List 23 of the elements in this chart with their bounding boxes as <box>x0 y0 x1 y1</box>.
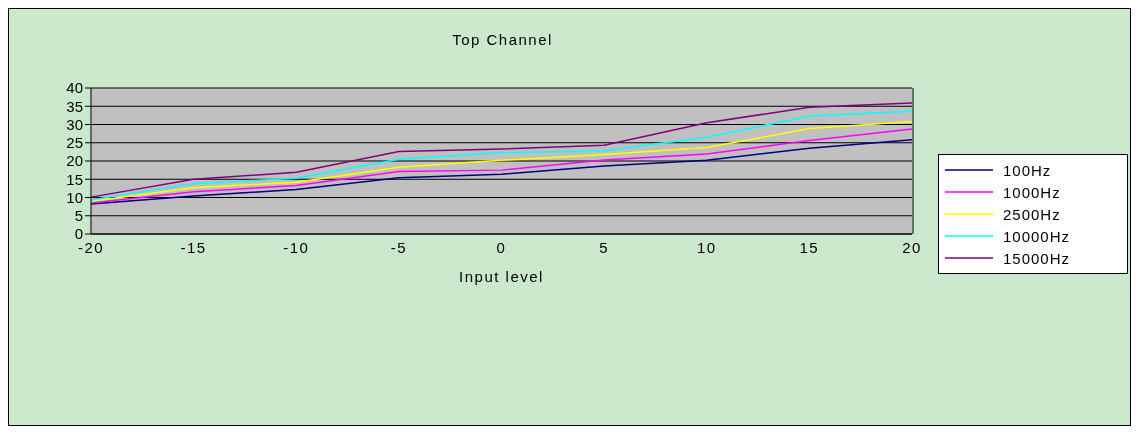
x-tick-label: -15 <box>180 238 207 256</box>
x-tick-label: -5 <box>390 238 408 256</box>
legend-label: 1000Hz <box>1003 183 1061 201</box>
y-tick-label: 35 <box>66 97 83 115</box>
x-tick-label: -10 <box>283 238 310 256</box>
x-tick-label: 0 <box>496 238 507 256</box>
x-axis-title: Input level <box>459 267 544 285</box>
x-tick-label: 15 <box>799 238 820 256</box>
y-tick-label: 25 <box>66 134 83 152</box>
legend-label: 2500Hz <box>1003 205 1061 223</box>
legend-label: 15000Hz <box>1003 249 1071 267</box>
legend-label: 10000Hz <box>1003 227 1071 245</box>
x-tick-label: 20 <box>902 238 922 256</box>
x-tick-label: 5 <box>599 238 610 256</box>
y-tick-label: 30 <box>66 115 83 133</box>
x-tick-label: 10 <box>696 238 717 256</box>
y-tick-label: 40 <box>66 79 83 97</box>
legend-label: 100Hz <box>1003 161 1052 179</box>
y-tick-label: 10 <box>66 188 83 206</box>
y-tick-label: 20 <box>66 152 83 170</box>
y-tick-label: 5 <box>74 207 83 225</box>
y-tick-label: 15 <box>66 170 83 188</box>
chart-title: Top Channel <box>451 31 554 48</box>
